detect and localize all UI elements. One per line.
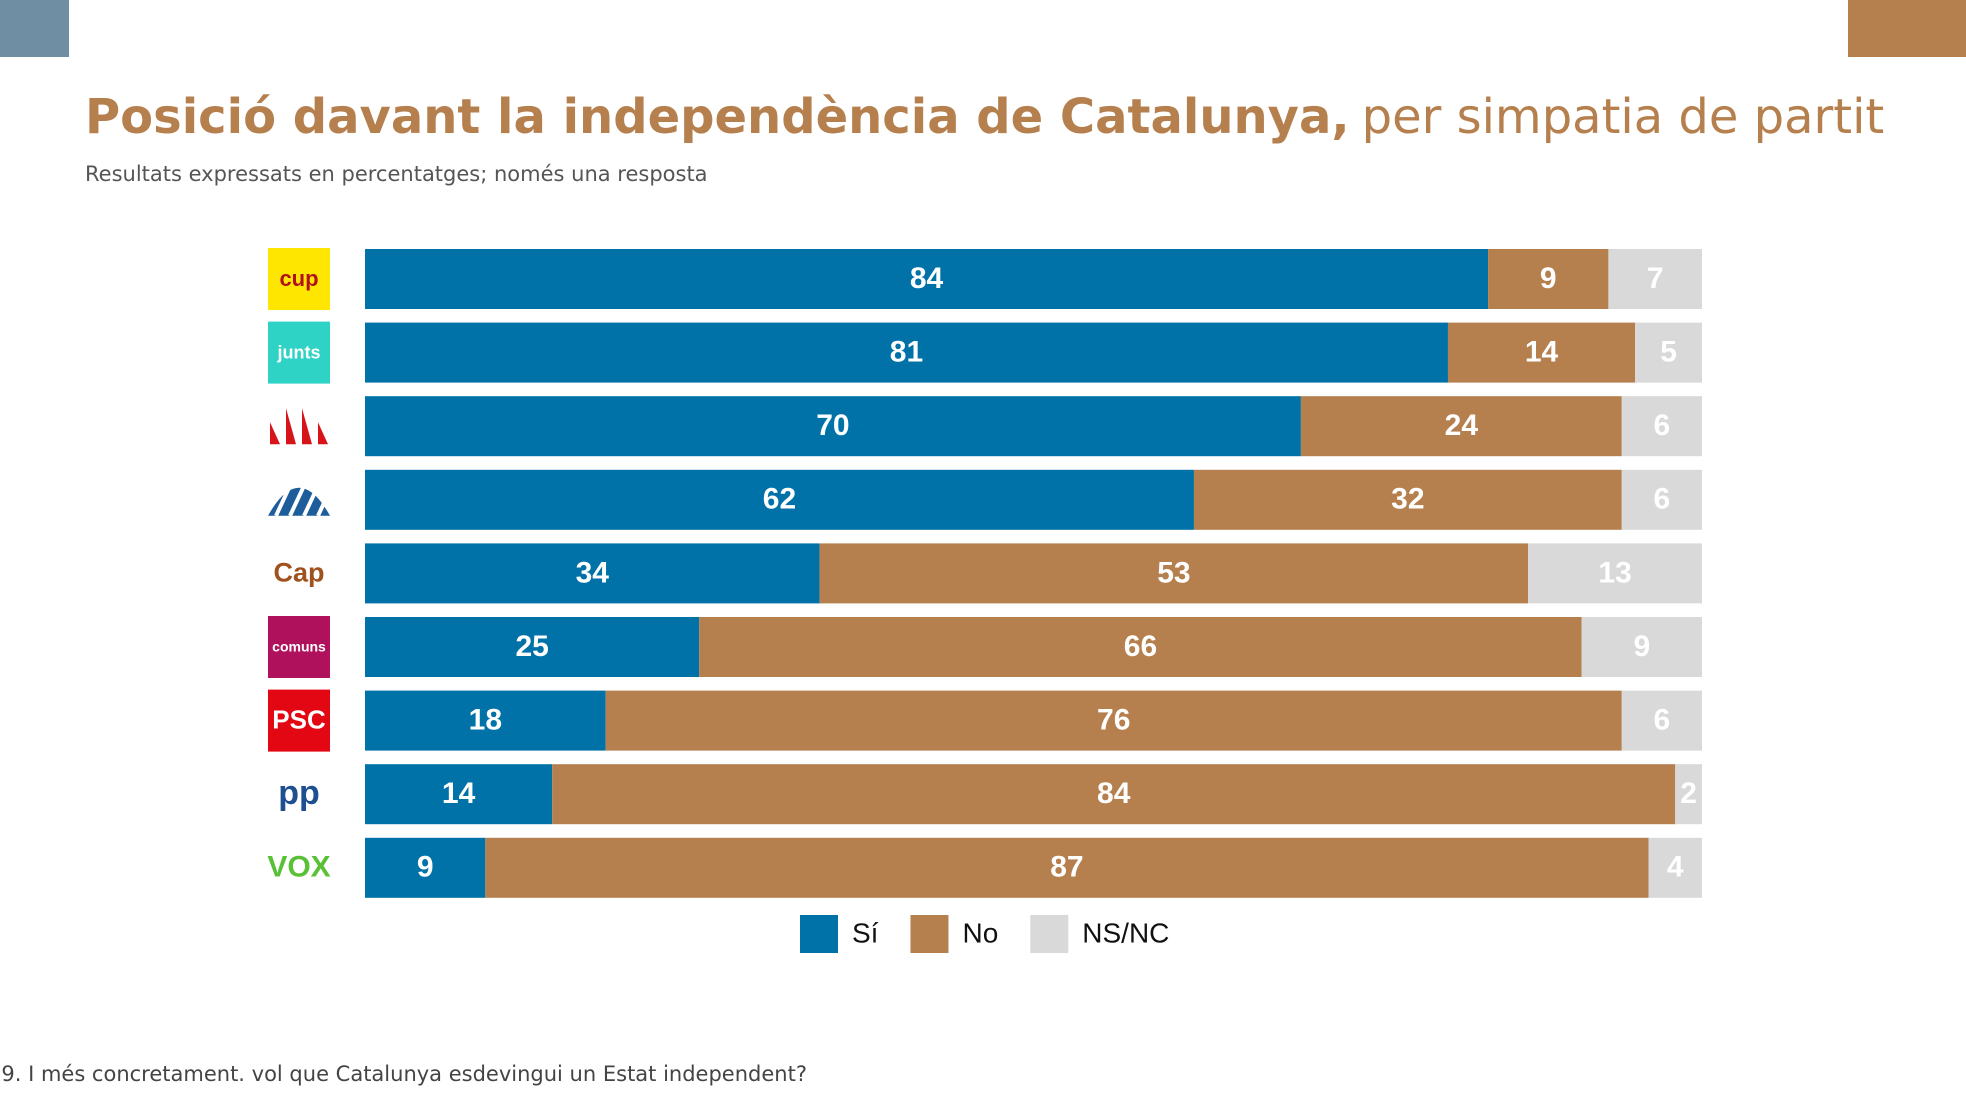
bar-segment — [365, 764, 553, 825]
bar-segment — [1300, 396, 1622, 457]
value-label: 5 — [1660, 336, 1677, 369]
bar-segment — [1447, 322, 1636, 383]
bar-segment — [365, 396, 1301, 457]
value-label: 84 — [1097, 777, 1131, 810]
legend-swatch — [1030, 915, 1069, 953]
bar-segment — [1488, 249, 1609, 309]
value-label: 4 — [1667, 851, 1684, 884]
party-logo-shape — [270, 422, 280, 445]
value-label: 9 — [1633, 630, 1650, 663]
value-label: 7 — [1647, 262, 1664, 295]
party-logo-stripe — [274, 484, 292, 517]
bar-segment — [365, 617, 700, 677]
party-logo-bg — [268, 616, 330, 678]
bar-segment — [819, 543, 1529, 604]
value-label: 32 — [1391, 483, 1424, 516]
value-label: 18 — [469, 704, 502, 737]
category-label: VOX — [267, 851, 330, 884]
title-bold: Posició davant la independència de Catal… — [85, 89, 1350, 145]
value-label: 53 — [1157, 556, 1190, 589]
category-label: cup — [279, 266, 318, 291]
legend-label: No — [962, 917, 998, 948]
legend-swatch — [800, 915, 838, 953]
chart-title: Posició davant la independència de Catal… — [85, 89, 1884, 145]
bar-segment — [1621, 469, 1702, 530]
value-label: 62 — [763, 483, 796, 516]
subtitle: Resultats expressats en percentatges; no… — [85, 162, 708, 186]
brand-logo — [0, 0, 69, 57]
value-label: 6 — [1654, 483, 1671, 516]
party-logo-shape — [318, 422, 328, 445]
party-logo-stripe — [302, 484, 320, 517]
bar-segment — [1581, 617, 1702, 677]
category-label: comuns — [272, 639, 326, 655]
bar-segment — [365, 249, 1489, 309]
bar-segment — [1621, 396, 1702, 457]
footnote: 39. I més concretament. vol que Cataluny… — [0, 1062, 807, 1086]
value-label: 81 — [890, 336, 923, 369]
party-logo-stripe — [288, 484, 306, 517]
value-label: 84 — [910, 262, 944, 295]
bar-segment — [699, 617, 1582, 677]
bar-segment — [605, 690, 1622, 751]
party-logo-shape — [286, 408, 296, 445]
bar-segment — [365, 469, 1194, 530]
legend-label: Sí — [852, 917, 879, 948]
bar-segment — [365, 543, 820, 604]
bar-segment — [1648, 837, 1702, 898]
value-label: 66 — [1124, 630, 1157, 663]
legend-label: NS/NC — [1082, 917, 1169, 948]
bar-segment — [552, 764, 1676, 825]
map-logo — [1848, 0, 1966, 57]
bar-segment — [365, 690, 606, 751]
bar-segment — [365, 322, 1448, 383]
title-light: per simpatia de partit — [1362, 89, 1885, 145]
value-label: 34 — [576, 556, 610, 589]
value-label: 14 — [442, 777, 476, 810]
value-label: 70 — [816, 409, 849, 442]
category-label: pp — [278, 774, 320, 812]
bar-segment — [1193, 469, 1622, 530]
category-label: Cap — [273, 558, 324, 588]
bar-segment — [1635, 322, 1702, 383]
bar-segment — [1675, 764, 1702, 825]
party-logo-bg — [268, 689, 330, 752]
value-label: 14 — [1525, 336, 1559, 369]
legend-swatch — [910, 915, 949, 953]
category-label: PSC — [272, 704, 326, 734]
category-label: junts — [277, 342, 321, 362]
value-label: 87 — [1050, 851, 1083, 884]
bar-segment — [1528, 543, 1702, 604]
value-label: 76 — [1097, 704, 1130, 737]
value-label: 2 — [1680, 777, 1697, 810]
party-logo-bg — [268, 248, 330, 310]
value-label: 13 — [1598, 556, 1631, 589]
bar-segment — [365, 837, 486, 898]
value-label: 24 — [1445, 409, 1479, 442]
value-label: 9 — [1540, 262, 1557, 295]
party-logo-shape — [302, 408, 312, 445]
value-label: 6 — [1654, 704, 1671, 737]
bar-segment — [485, 837, 1649, 898]
bar-segment — [1621, 690, 1702, 751]
value-label: 6 — [1654, 409, 1671, 442]
bar-segment — [1608, 249, 1702, 309]
value-label: 25 — [515, 630, 548, 663]
value-label: 9 — [417, 851, 434, 884]
party-logo-bg — [268, 321, 330, 384]
party-logo-stripe — [316, 484, 334, 517]
